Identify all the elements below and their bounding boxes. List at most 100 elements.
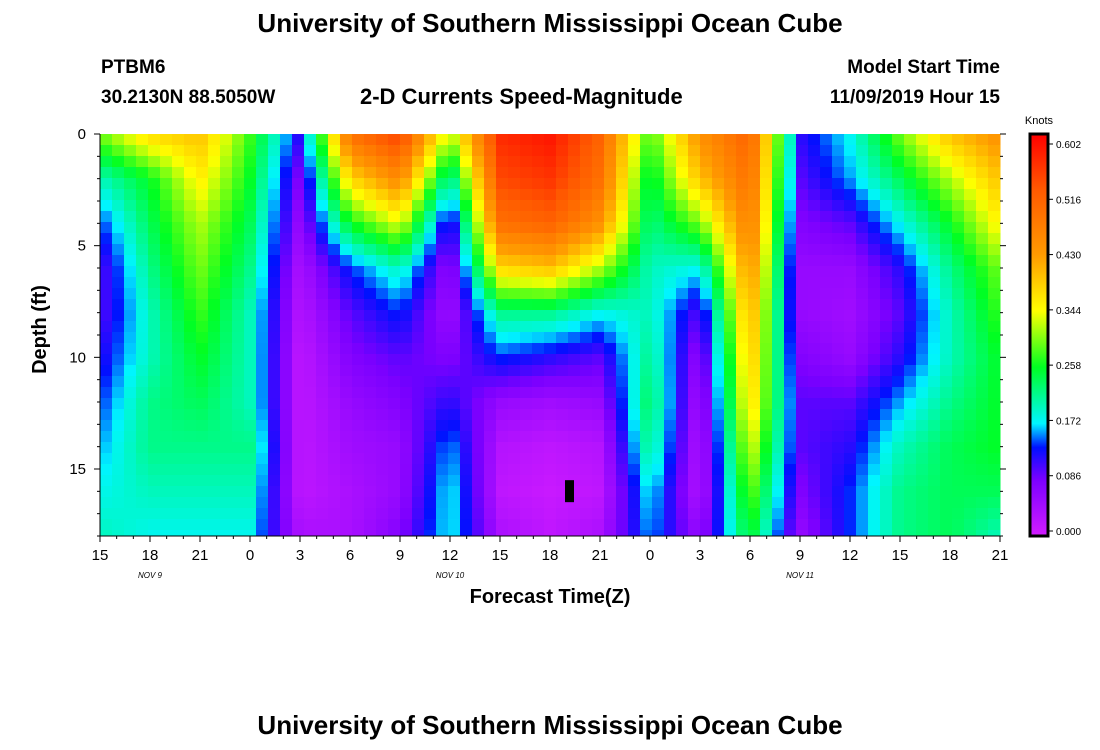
heatmap-cell	[184, 376, 197, 388]
heatmap-cell	[160, 376, 173, 388]
x-tick-label: 12	[442, 547, 459, 564]
heatmap-cell	[568, 519, 581, 531]
heatmap-cell	[136, 321, 149, 333]
heatmap-cell	[544, 376, 557, 388]
heatmap-cell	[604, 178, 617, 190]
heatmap-cell	[820, 222, 833, 234]
x-tick-label: 18	[142, 547, 159, 564]
heatmap-cell	[232, 211, 245, 223]
heatmap-cell	[400, 145, 413, 157]
heatmap-cell	[556, 332, 569, 344]
heatmap-cell	[292, 376, 305, 388]
heatmap-cell	[484, 365, 497, 377]
heatmap-cell	[196, 255, 209, 267]
heatmap-cell	[388, 398, 401, 410]
heatmap-cell	[472, 376, 485, 388]
heatmap-cell	[844, 442, 857, 454]
heatmap-cell	[448, 409, 461, 421]
heatmap-cell	[316, 354, 329, 366]
heatmap-cell	[568, 332, 581, 344]
heatmap-cell	[100, 497, 113, 509]
heatmap-cell	[880, 310, 893, 322]
heatmap-cell	[628, 310, 641, 322]
heatmap-cell	[940, 222, 953, 234]
heatmap-cell	[520, 343, 533, 355]
heatmap-cell	[856, 156, 869, 168]
heatmap-cell	[976, 277, 989, 289]
heatmap-cell	[436, 266, 449, 278]
heatmap-cell	[268, 299, 281, 311]
heatmap-cell	[364, 453, 377, 465]
heatmap-cell	[796, 343, 809, 355]
heatmap-cell	[544, 211, 557, 223]
heatmap-cell	[556, 343, 569, 355]
heatmap-cell	[208, 321, 221, 333]
heatmap-cell	[400, 343, 413, 355]
heatmap-cell	[676, 475, 689, 487]
heatmap-cell	[136, 178, 149, 190]
heatmap-cell	[388, 288, 401, 300]
heatmap-cell	[532, 365, 545, 377]
heatmap-cell	[304, 332, 317, 344]
heatmap-cell	[964, 321, 977, 333]
heatmap-cell	[808, 420, 821, 432]
heatmap-cell	[400, 376, 413, 388]
heatmap-cell	[820, 365, 833, 377]
heatmap-cell	[388, 464, 401, 476]
heatmap-cell	[508, 211, 521, 223]
heatmap-cell	[172, 266, 185, 278]
heatmap-cell	[352, 354, 365, 366]
heatmap-cell	[172, 255, 185, 267]
heatmap-cell	[664, 365, 677, 377]
heatmap-cell	[880, 376, 893, 388]
heatmap-cell	[376, 189, 389, 201]
heatmap-cell	[796, 530, 809, 537]
heatmap-cell	[700, 167, 713, 179]
heatmap-cell	[436, 156, 449, 168]
heatmap-cell	[712, 200, 725, 212]
heatmap-cell	[880, 299, 893, 311]
heatmap-cell	[928, 486, 941, 498]
heatmap-cell	[304, 376, 317, 388]
heatmap-cell	[724, 508, 737, 520]
heatmap-cell	[196, 277, 209, 289]
heatmap-cell	[280, 387, 293, 399]
heatmap-cell	[244, 255, 257, 267]
heatmap-cell	[508, 530, 521, 537]
heatmap-cell	[580, 167, 593, 179]
heatmap-cell	[112, 178, 125, 190]
heatmap-cell	[148, 288, 161, 300]
heatmap-cell	[268, 409, 281, 421]
heatmap-cell	[328, 497, 341, 509]
heatmap-cell	[544, 134, 557, 146]
heatmap-cell	[160, 134, 173, 146]
heatmap-cell	[736, 310, 749, 322]
heatmap-cell	[820, 376, 833, 388]
heatmap-cell	[832, 167, 845, 179]
heatmap-cell	[256, 244, 269, 256]
heatmap-cell	[172, 475, 185, 487]
heatmap-cell	[868, 354, 881, 366]
heatmap-cell	[448, 310, 461, 322]
heatmap-cell	[520, 277, 533, 289]
heatmap-cell	[760, 365, 773, 377]
heatmap-cell	[376, 277, 389, 289]
heatmap-cell	[616, 299, 629, 311]
heatmap-cell	[916, 244, 929, 256]
heatmap-cell	[760, 475, 773, 487]
heatmap-cell	[688, 288, 701, 300]
heatmap-cell	[232, 354, 245, 366]
heatmap-cell	[292, 167, 305, 179]
heatmap-cell	[976, 442, 989, 454]
heatmap-cell	[976, 530, 989, 537]
heatmap-cell	[640, 233, 653, 245]
heatmap-cell	[940, 442, 953, 454]
heatmap-cell	[268, 530, 281, 537]
heatmap-cell	[220, 167, 233, 179]
heatmap-cell	[508, 420, 521, 432]
heatmap-cell	[712, 178, 725, 190]
heatmap-cell	[544, 343, 557, 355]
heatmap-cell	[724, 156, 737, 168]
heatmap-cell	[352, 134, 365, 146]
heatmap-cell	[316, 486, 329, 498]
